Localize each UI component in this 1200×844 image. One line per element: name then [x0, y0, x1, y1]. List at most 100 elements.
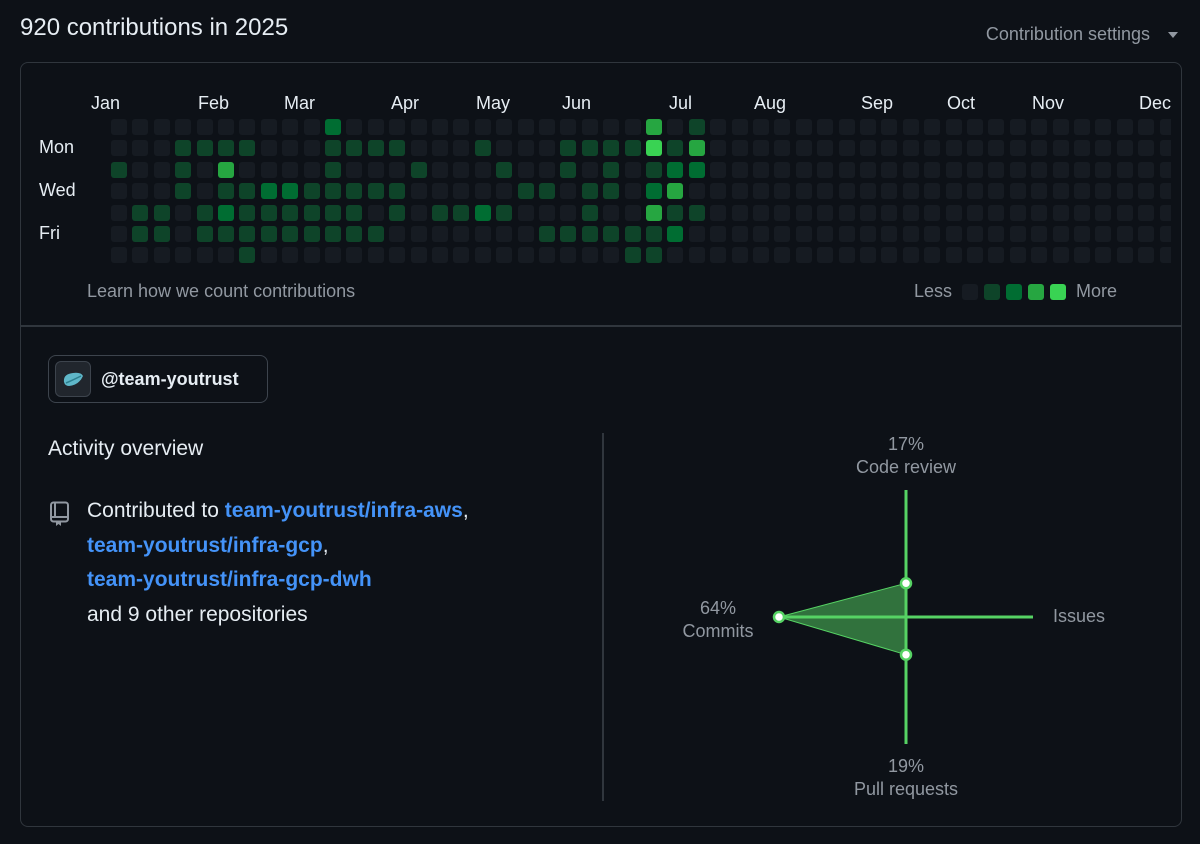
contribution-day-cell[interactable]: [795, 161, 812, 178]
contribution-day-cell[interactable]: [346, 204, 363, 221]
contribution-day-cell[interactable]: [1116, 183, 1133, 200]
contribution-day-cell[interactable]: [453, 204, 470, 221]
contribution-day-cell[interactable]: [1095, 140, 1112, 157]
contribution-day-cell[interactable]: [646, 226, 662, 242]
contribution-day-cell[interactable]: [753, 161, 769, 178]
contribution-day-cell[interactable]: [667, 204, 684, 221]
contribution-day-cell[interactable]: [260, 247, 277, 264]
contribution-day-cell[interactable]: [1074, 226, 1090, 242]
contribution-day-cell[interactable]: [496, 247, 513, 264]
contribution-day-cell[interactable]: [945, 183, 962, 200]
contribution-day-cell[interactable]: [496, 204, 513, 221]
contribution-day-cell[interactable]: [603, 247, 620, 264]
contribution-day-cell[interactable]: [1138, 183, 1155, 200]
contribution-day-cell[interactable]: [967, 140, 983, 157]
contribution-day-cell[interactable]: [239, 183, 256, 200]
contribution-day-cell[interactable]: [881, 140, 898, 157]
contribution-day-cell[interactable]: [688, 161, 705, 178]
contribution-day-cell[interactable]: [196, 247, 213, 264]
contribution-day-cell[interactable]: [432, 140, 448, 157]
contribution-day-cell[interactable]: [902, 204, 919, 221]
contribution-day-cell[interactable]: [111, 119, 127, 135]
contribution-day-cell[interactable]: [795, 119, 812, 135]
contribution-day-cell[interactable]: [731, 119, 748, 135]
contribution-day-cell[interactable]: [753, 204, 769, 221]
contribution-day-cell[interactable]: [838, 161, 855, 178]
contribution-day-cell[interactable]: [774, 226, 791, 242]
contribution-day-cell[interactable]: [196, 161, 213, 178]
contribution-day-cell[interactable]: [1052, 226, 1069, 242]
contribution-day-cell[interactable]: [1074, 140, 1090, 157]
contribution-day-cell[interactable]: [1009, 119, 1026, 135]
contribution-day-cell[interactable]: [153, 183, 170, 200]
contribution-day-cell[interactable]: [303, 247, 320, 264]
contribution-day-cell[interactable]: [367, 119, 384, 135]
contribution-day-cell[interactable]: [325, 204, 341, 221]
contribution-day-cell[interactable]: [945, 161, 962, 178]
contribution-day-cell[interactable]: [474, 204, 491, 221]
contribution-day-cell[interactable]: [325, 226, 341, 242]
contribution-day-cell[interactable]: [774, 247, 791, 264]
contribution-day-cell[interactable]: [710, 161, 727, 178]
contribution-day-cell[interactable]: [474, 161, 491, 178]
contribution-day-cell[interactable]: [1052, 140, 1069, 157]
contribution-day-cell[interactable]: [175, 119, 192, 135]
contribution-day-cell[interactable]: [1159, 119, 1171, 135]
contribution-day-cell[interactable]: [1138, 247, 1155, 264]
repo-link[interactable]: team-youtrust/infra-aws: [224, 499, 463, 522]
contribution-day-cell[interactable]: [367, 161, 384, 178]
contribution-day-cell[interactable]: [1159, 183, 1171, 200]
contribution-day-cell[interactable]: [1009, 161, 1026, 178]
contribution-day-cell[interactable]: [967, 161, 983, 178]
contribution-day-cell[interactable]: [453, 183, 470, 200]
contribution-day-cell[interactable]: [988, 247, 1005, 264]
contribution-day-cell[interactable]: [282, 161, 299, 178]
contribution-day-cell[interactable]: [389, 183, 406, 200]
contribution-day-cell[interactable]: [860, 226, 876, 242]
contribution-day-cell[interactable]: [1074, 119, 1090, 135]
contribution-day-cell[interactable]: [196, 204, 213, 221]
contribution-day-cell[interactable]: [239, 226, 256, 242]
contribution-day-cell[interactable]: [367, 226, 384, 242]
contribution-day-cell[interactable]: [1159, 247, 1171, 264]
contribution-day-cell[interactable]: [303, 161, 320, 178]
contribution-day-cell[interactable]: [924, 119, 941, 135]
contribution-day-cell[interactable]: [303, 226, 320, 242]
contribution-day-cell[interactable]: [688, 247, 705, 264]
contribution-day-cell[interactable]: [1052, 161, 1069, 178]
contribution-day-cell[interactable]: [1159, 161, 1171, 178]
contribution-day-cell[interactable]: [967, 247, 983, 264]
contribution-day-cell[interactable]: [218, 119, 234, 135]
contribution-day-cell[interactable]: [667, 119, 684, 135]
contribution-day-cell[interactable]: [753, 119, 769, 135]
contribution-day-cell[interactable]: [1031, 204, 1048, 221]
contribution-day-cell[interactable]: [1074, 247, 1090, 264]
contribution-day-cell[interactable]: [1159, 140, 1171, 157]
contribution-day-cell[interactable]: [774, 140, 791, 157]
contribution-day-cell[interactable]: [1009, 247, 1026, 264]
contribution-day-cell[interactable]: [111, 226, 127, 242]
contribution-day-cell[interactable]: [496, 183, 513, 200]
contribution-day-cell[interactable]: [432, 183, 448, 200]
contribution-day-cell[interactable]: [603, 226, 620, 242]
contribution-day-cell[interactable]: [731, 140, 748, 157]
contribution-day-cell[interactable]: [603, 119, 620, 135]
contribution-day-cell[interactable]: [817, 161, 834, 178]
contribution-day-cell[interactable]: [517, 247, 534, 264]
contribution-day-cell[interactable]: [581, 226, 598, 242]
contribution-day-cell[interactable]: [1031, 183, 1048, 200]
contribution-day-cell[interactable]: [667, 161, 684, 178]
contribution-day-cell[interactable]: [967, 119, 983, 135]
contribution-day-cell[interactable]: [667, 140, 684, 157]
contribution-day-cell[interactable]: [132, 119, 149, 135]
contribution-day-cell[interactable]: [988, 119, 1005, 135]
contribution-day-cell[interactable]: [581, 204, 598, 221]
contribution-day-cell[interactable]: [817, 247, 834, 264]
contribution-day-cell[interactable]: [239, 204, 256, 221]
contribution-day-cell[interactable]: [710, 247, 727, 264]
contribution-day-cell[interactable]: [175, 161, 192, 178]
contribution-day-cell[interactable]: [1031, 226, 1048, 242]
contribution-day-cell[interactable]: [153, 247, 170, 264]
contribution-day-cell[interactable]: [860, 183, 876, 200]
contribution-day-cell[interactable]: [710, 204, 727, 221]
